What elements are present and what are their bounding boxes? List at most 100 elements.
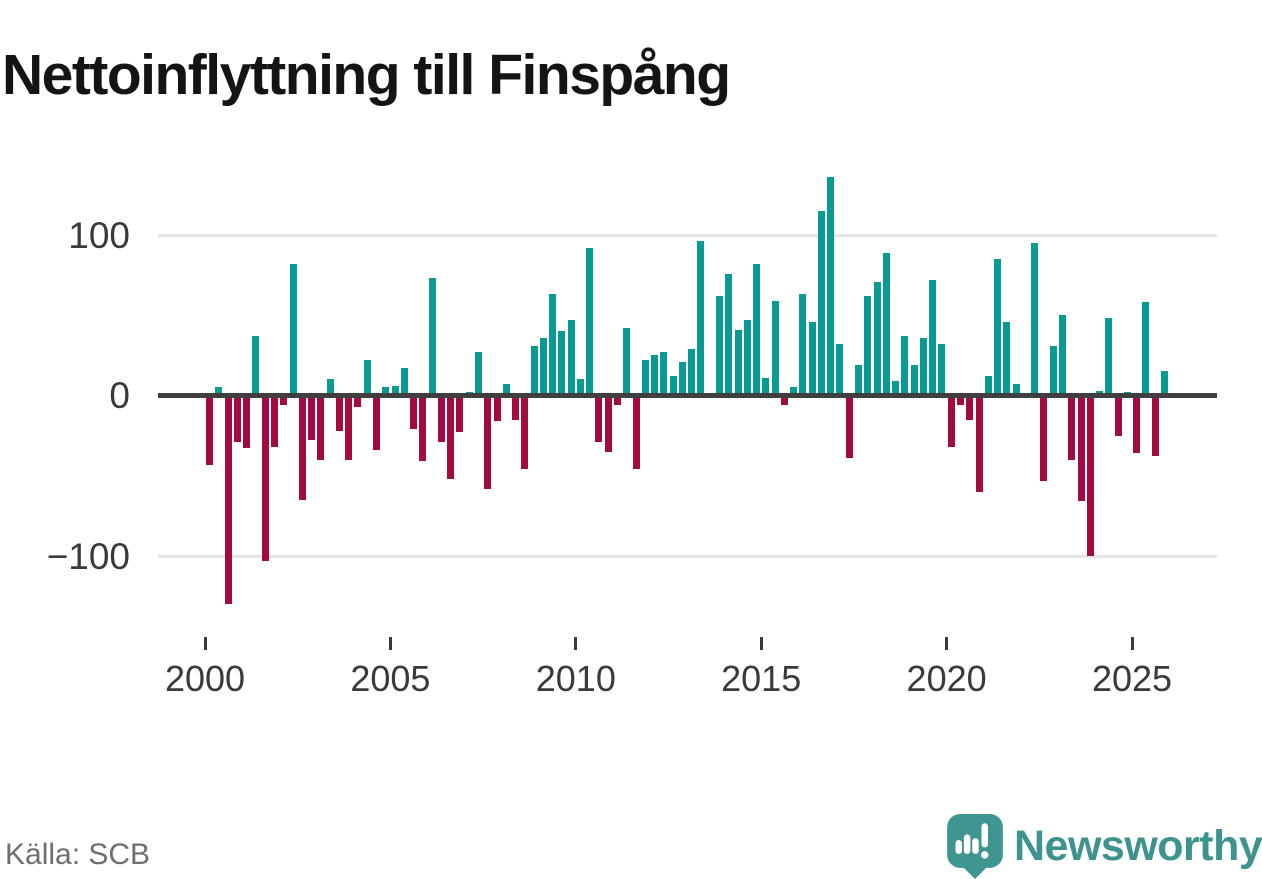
bar-2004q4 [382, 387, 390, 396]
bar-2019q1 [910, 365, 918, 396]
bar-2003q4 [345, 395, 353, 460]
bar-2002q4 [308, 395, 316, 441]
bar-2008q1 [502, 384, 510, 396]
bar-2007q2 [474, 352, 482, 396]
bar-2006q4 [456, 395, 464, 433]
plot-area [158, 150, 1217, 620]
x-tick-2000 [203, 637, 207, 650]
bar-2011q2 [623, 328, 631, 396]
bar-2013q1 [688, 348, 696, 396]
bar-2005q1 [391, 385, 399, 396]
bar-2021q3 [1003, 321, 1011, 396]
bar-2014q4 [753, 263, 761, 396]
x-tick-label-2020: 2020 [906, 658, 987, 699]
y-tick-label-0: 0 [109, 375, 130, 416]
bar-2025q4 [1160, 371, 1168, 396]
bar-2016q1 [799, 294, 807, 396]
bar-2022q2 [1031, 243, 1039, 396]
bar-2006q3 [447, 395, 455, 479]
bar-2002q1 [280, 395, 288, 406]
x-tick-label-2000: 2000 [164, 658, 246, 699]
bar-2014q1 [725, 273, 733, 396]
bar-2007q3 [484, 395, 492, 489]
bar-2008q4 [530, 345, 538, 396]
bar-2021q2 [994, 259, 1002, 396]
bar-2004q1 [354, 395, 362, 407]
bar-2003q3 [335, 395, 343, 431]
bar-2021q4 [1012, 384, 1020, 396]
bar-2010q1 [576, 379, 584, 396]
bar-2020q4 [975, 395, 983, 492]
bar-2017q1 [836, 344, 844, 396]
bar-2012q1 [651, 355, 659, 396]
bar-2009q3 [558, 331, 566, 396]
bar-2000q1 [206, 395, 214, 465]
bar-2025q2 [1142, 302, 1150, 396]
x-tick-2010 [574, 637, 578, 650]
zero-line [158, 393, 1217, 398]
bar-2019q2 [919, 337, 927, 396]
bar-2023q2 [1068, 395, 1076, 460]
bar-2022q4 [1049, 345, 1057, 396]
bar-2001q3 [261, 395, 269, 561]
bar-2023q3 [1077, 395, 1085, 502]
bar-2015q3 [780, 395, 788, 406]
bar-2001q2 [252, 336, 260, 396]
bar-2007q4 [493, 395, 501, 422]
bar-2020q1 [947, 395, 955, 447]
bar-2005q3 [410, 395, 418, 430]
newsworthy-brand: Newsworthy [947, 812, 1262, 879]
bar-2023q1 [1058, 315, 1066, 396]
bar-2000q4 [233, 395, 241, 443]
bar-2020q3 [966, 395, 974, 420]
bar-2016q3 [817, 210, 825, 396]
bar-2000q2 [215, 387, 223, 396]
gridline-100 [158, 233, 1217, 237]
bar-2002q2 [289, 263, 297, 396]
bar-2013q4 [715, 295, 723, 396]
bar-2015q2 [771, 300, 779, 396]
x-tick-label-2010: 2010 [535, 658, 616, 699]
bar-2019q4 [938, 344, 946, 396]
gridline--100 [158, 554, 1217, 558]
y-tick-label--100: −100 [46, 535, 130, 577]
bar-2006q1 [428, 278, 436, 396]
bar-2011q1 [614, 395, 621, 406]
bar-2018q4 [901, 336, 909, 396]
bar-2009q4 [567, 320, 575, 396]
bar-2017q4 [864, 295, 872, 396]
bar-2025q1 [1133, 395, 1141, 454]
bar-2014q3 [743, 320, 751, 396]
bar-2002q3 [298, 395, 306, 500]
bar-2000q3 [224, 395, 232, 605]
bar-2011q4 [641, 360, 649, 396]
bar-2004q2 [363, 360, 371, 396]
x-tick-label-2025: 2025 [1091, 658, 1173, 699]
bar-2011q3 [632, 395, 640, 470]
bar-2003q2 [326, 379, 334, 396]
bar-2022q3 [1040, 395, 1048, 481]
bar-2013q2 [697, 241, 705, 396]
bar-2014q2 [734, 329, 742, 396]
bar-2018q1 [873, 281, 881, 396]
bar-2012q2 [660, 352, 668, 396]
bar-2024q2 [1105, 318, 1113, 396]
x-tick-2005 [388, 637, 392, 650]
bar-2018q2 [882, 252, 890, 396]
x-tick-2020 [945, 637, 949, 650]
bar-2004q3 [372, 395, 380, 451]
newsworthy-logo-icon [947, 814, 1003, 879]
bar-2016q2 [808, 321, 816, 396]
bar-2008q3 [521, 395, 529, 470]
bar-2024q3 [1114, 395, 1122, 436]
bar-2005q4 [419, 395, 427, 462]
bar-2010q4 [604, 395, 612, 452]
bar-2019q3 [929, 279, 937, 396]
bar-2006q2 [437, 395, 445, 443]
bar-2017q2 [845, 395, 853, 459]
x-tick-2015 [759, 637, 763, 650]
source-note: Källa: SCB [5, 838, 151, 871]
newsworthy-wordmark: Newsworthy [1014, 822, 1262, 870]
bar-2018q3 [892, 381, 900, 396]
